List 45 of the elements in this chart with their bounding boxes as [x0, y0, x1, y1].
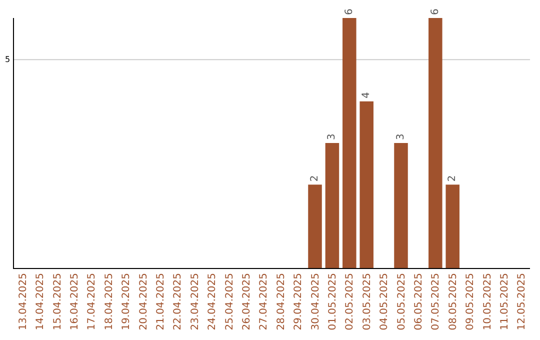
x-tick-label: 14.04.2025	[35, 273, 46, 330]
data-label: 4	[361, 92, 372, 98]
x-tick-label: 10.05.2025	[482, 273, 494, 330]
data-label: 2	[447, 175, 458, 182]
x-tick-label: 11.05.2025	[499, 273, 510, 330]
x-tick-label: 20.04.2025	[138, 273, 150, 330]
x-tick-label: 02.05.2025	[344, 273, 356, 330]
x-tick-label: 22.04.2025	[172, 273, 184, 330]
x-tick-label: 15.04.2025	[52, 273, 64, 330]
x-tick-label: 30.04.2025	[310, 273, 322, 330]
x-tick-label: 13.04.2025	[18, 273, 29, 330]
x-tick-label: 12.05.2025	[516, 273, 528, 330]
x-tick-label: 19.04.2025	[121, 273, 132, 330]
data-label: 6	[430, 8, 441, 15]
x-tick-label: 29.04.2025	[293, 273, 304, 330]
data-label: 3	[396, 134, 406, 140]
bar	[394, 143, 408, 268]
x-tick-label: 05.05.2025	[396, 273, 408, 330]
x-tick-label: 27.04.2025	[258, 273, 270, 330]
x-tick-label: 16.04.2025	[69, 273, 80, 330]
x-tick-label: 21.04.2025	[155, 273, 166, 330]
x-tick-label: 23.04.2025	[190, 273, 201, 330]
bar	[428, 18, 442, 268]
ref-line-label: 5	[5, 55, 10, 64]
bar	[325, 143, 340, 268]
x-tick-label: 06.05.2025	[413, 273, 424, 330]
bar	[308, 184, 322, 268]
x-tick-label: 28.04.2025	[276, 273, 287, 330]
x-tick-label: 17.04.2025	[86, 273, 98, 330]
x-tick-label: 18.04.2025	[104, 273, 115, 330]
x-tick-label: 04.05.2025	[379, 273, 390, 330]
x-tick-label: 08.05.2025	[448, 273, 459, 330]
x-tick-label: 26.04.2025	[241, 273, 252, 330]
x-tick-label: 03.05.2025	[362, 273, 373, 330]
data-label: 2	[310, 175, 320, 182]
x-tick-label: 07.05.2025	[430, 273, 442, 330]
bar	[446, 184, 460, 268]
bar	[360, 101, 374, 268]
x-tick-label: 25.04.2025	[224, 273, 236, 330]
x-tick-label: 01.05.2025	[327, 273, 338, 330]
x-tick-label: 09.05.2025	[465, 273, 476, 330]
x-tick-label: 24.04.2025	[207, 273, 218, 330]
data-label: 3	[326, 134, 338, 140]
data-label: 6	[344, 8, 355, 15]
bar	[342, 18, 356, 268]
